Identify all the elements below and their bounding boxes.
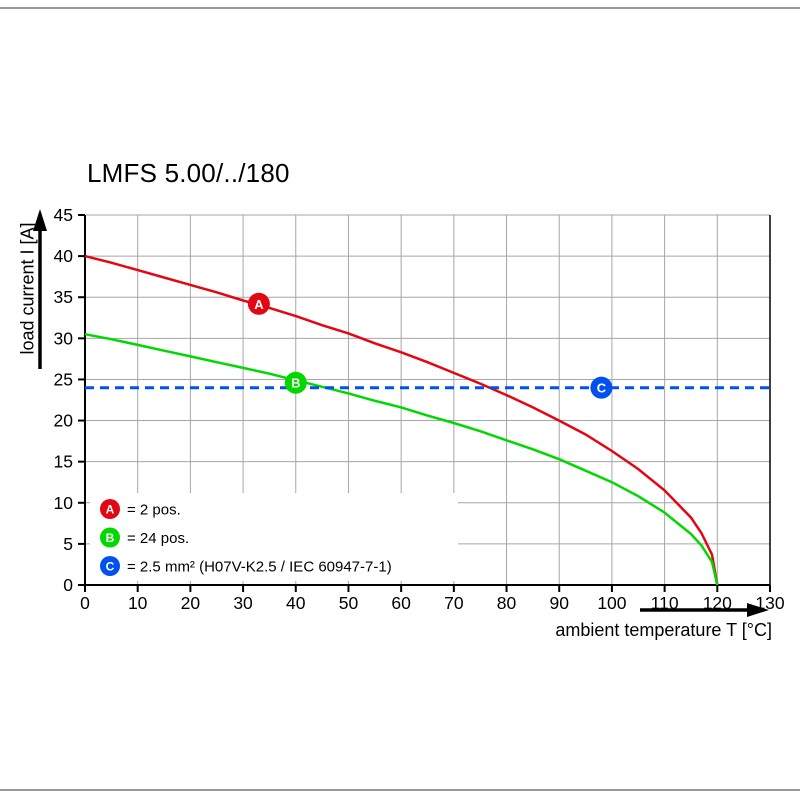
legend-swatch-B xyxy=(100,527,120,548)
top-rule xyxy=(0,7,800,9)
series-marker-letter-C: C xyxy=(597,381,607,396)
legend-swatch-letter-B: B xyxy=(106,531,115,545)
legend-swatch-A xyxy=(100,499,120,519)
y-tick-label: 10 xyxy=(54,493,74,513)
legend-swatch-letter-A: A xyxy=(106,503,115,517)
x-tick-label: 110 xyxy=(651,593,679,613)
x-axis-label: ambient temperature T [°C] xyxy=(555,620,772,640)
series-marker-B xyxy=(284,371,307,394)
y-tick-label: 35 xyxy=(54,287,73,307)
series-line-A xyxy=(84,254,719,586)
series-marker-letter-A: A xyxy=(254,297,264,312)
x-tick-label: 10 xyxy=(128,593,148,613)
legend-item-label-C: = 2.5 mm² (H07V-K2.5 / IEC 60947-7-1) xyxy=(127,559,392,576)
legend-item-label-A: = 2 pos. xyxy=(127,502,181,519)
y-tick-label: 5 xyxy=(63,534,73,554)
x-tick-label: 100 xyxy=(597,593,626,613)
legend-box xyxy=(90,493,458,581)
x-tick-label: 80 xyxy=(497,593,517,613)
x-tick-label: 50 xyxy=(339,593,359,613)
x-tick-label: 120 xyxy=(703,593,732,613)
x-tick-label: 60 xyxy=(391,593,411,613)
y-tick-label: 45 xyxy=(54,205,73,225)
y-tick-label: 0 xyxy=(63,575,73,595)
series-marker-letter-B: B xyxy=(291,376,300,391)
series-marker-C xyxy=(590,376,613,399)
x-tick-label: 70 xyxy=(444,593,464,613)
x-tick-label: 20 xyxy=(181,593,201,613)
series-line-B xyxy=(84,332,719,586)
x-tick-label: 30 xyxy=(233,593,253,613)
x-axis-arrowhead-icon xyxy=(747,603,769,617)
y-axis-arrowhead-icon xyxy=(33,209,47,231)
x-tick-label: 0 xyxy=(80,593,90,613)
y-tick-label: 25 xyxy=(54,369,73,389)
x-tick-label: 90 xyxy=(549,593,569,613)
y-tick-label: 40 xyxy=(54,246,74,266)
y-tick-label: 30 xyxy=(54,328,74,348)
series-marker-A xyxy=(247,292,270,315)
y-tick-label: 15 xyxy=(54,452,73,472)
x-tick-label: 40 xyxy=(286,593,306,613)
legend-item-label-B: = 24 pos. xyxy=(127,530,189,547)
x-tick-label: 130 xyxy=(755,593,784,613)
legend-swatch-letter-C: C xyxy=(106,560,115,574)
bottom-rule xyxy=(0,789,800,791)
chart-title: LMFS 5.00/../180 xyxy=(87,158,290,188)
y-tick-label: 20 xyxy=(54,411,74,431)
legend-swatch-C xyxy=(100,556,120,576)
